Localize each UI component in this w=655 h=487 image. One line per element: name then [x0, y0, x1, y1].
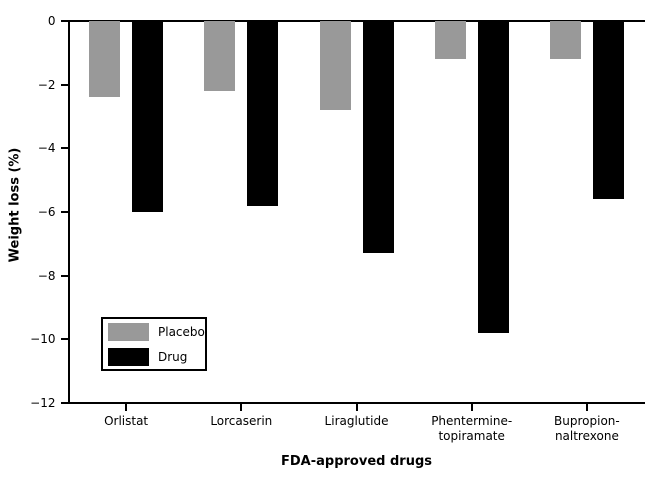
legend-swatch-placebo	[108, 322, 149, 341]
y-tick-mark	[60, 83, 69, 86]
bar-placebo-liraglutide	[319, 21, 351, 111]
x-tick-label-line: Lorcaserin	[210, 414, 273, 428]
x-tick-label: Lorcaserin	[176, 414, 306, 429]
legend-entry-placebo: Placebo	[108, 322, 205, 341]
x-tick-label-line: Phentermine-	[431, 414, 513, 428]
bar-drug-lorcaserin	[247, 21, 279, 206]
bar-drug-liraglutide	[362, 21, 394, 254]
y-tick-label: −4	[37, 141, 56, 156]
x-tick-label-line: Liraglutide	[324, 414, 389, 428]
y-tick-mark	[60, 147, 69, 150]
bar-drug-phentermine-topiramate	[477, 21, 509, 333]
bar-placebo-lorcaserin	[204, 21, 236, 92]
legend-entry-drug: Drug	[108, 347, 205, 366]
legend-label-placebo: Placebo	[158, 324, 205, 339]
x-tick-label: Phentermine-topiramate	[407, 414, 537, 444]
y-tick-label: −2	[37, 77, 56, 92]
x-tick-mark	[355, 403, 358, 411]
x-tick-label-line: Orlistat	[104, 414, 149, 428]
y-tick-mark	[60, 274, 69, 277]
legend: Placebo Drug	[101, 317, 207, 371]
bar-placebo-phentermine-topiramate	[434, 21, 466, 60]
legend-label-drug: Drug	[158, 349, 188, 364]
y-axis-line	[68, 20, 70, 404]
x-axis-title: FDA-approved drugs	[281, 454, 432, 469]
legend-swatch-drug	[108, 347, 149, 366]
bar-drug-orlistat	[132, 21, 164, 212]
x-tick-label: Bupropion-naltrexone	[522, 414, 652, 444]
bar-placebo-orlistat	[89, 21, 121, 98]
x-tick-label: Liraglutide	[292, 414, 422, 429]
x-tick-label-line: topiramate	[438, 429, 505, 443]
y-tick-mark	[60, 402, 69, 404]
y-tick-label: −6	[37, 205, 56, 219]
bar-placebo-bupropion-naltrexone	[549, 21, 581, 60]
zero-baseline	[68, 20, 645, 22]
y-tick-label: −8	[37, 268, 56, 283]
x-tick-mark	[125, 403, 128, 411]
x-tick-mark	[470, 403, 473, 411]
y-tick-mark	[60, 338, 69, 341]
x-tick-mark	[585, 403, 588, 411]
x-tick-label: Orlistat	[61, 414, 191, 429]
y-tick-label: 0	[47, 14, 56, 28]
bar-drug-bupropion-naltrexone	[592, 21, 624, 200]
y-tick-label: −10	[30, 332, 56, 347]
x-tick-label-line: Bupropion-	[554, 414, 620, 428]
y-tick-mark	[60, 20, 69, 22]
y-tick-mark	[60, 211, 69, 213]
y-tick-label: −12	[30, 396, 56, 410]
x-tick-mark	[240, 403, 243, 411]
y-axis-title: Weight loss (%)	[7, 147, 23, 263]
x-tick-label-line: naltrexone	[554, 429, 619, 443]
